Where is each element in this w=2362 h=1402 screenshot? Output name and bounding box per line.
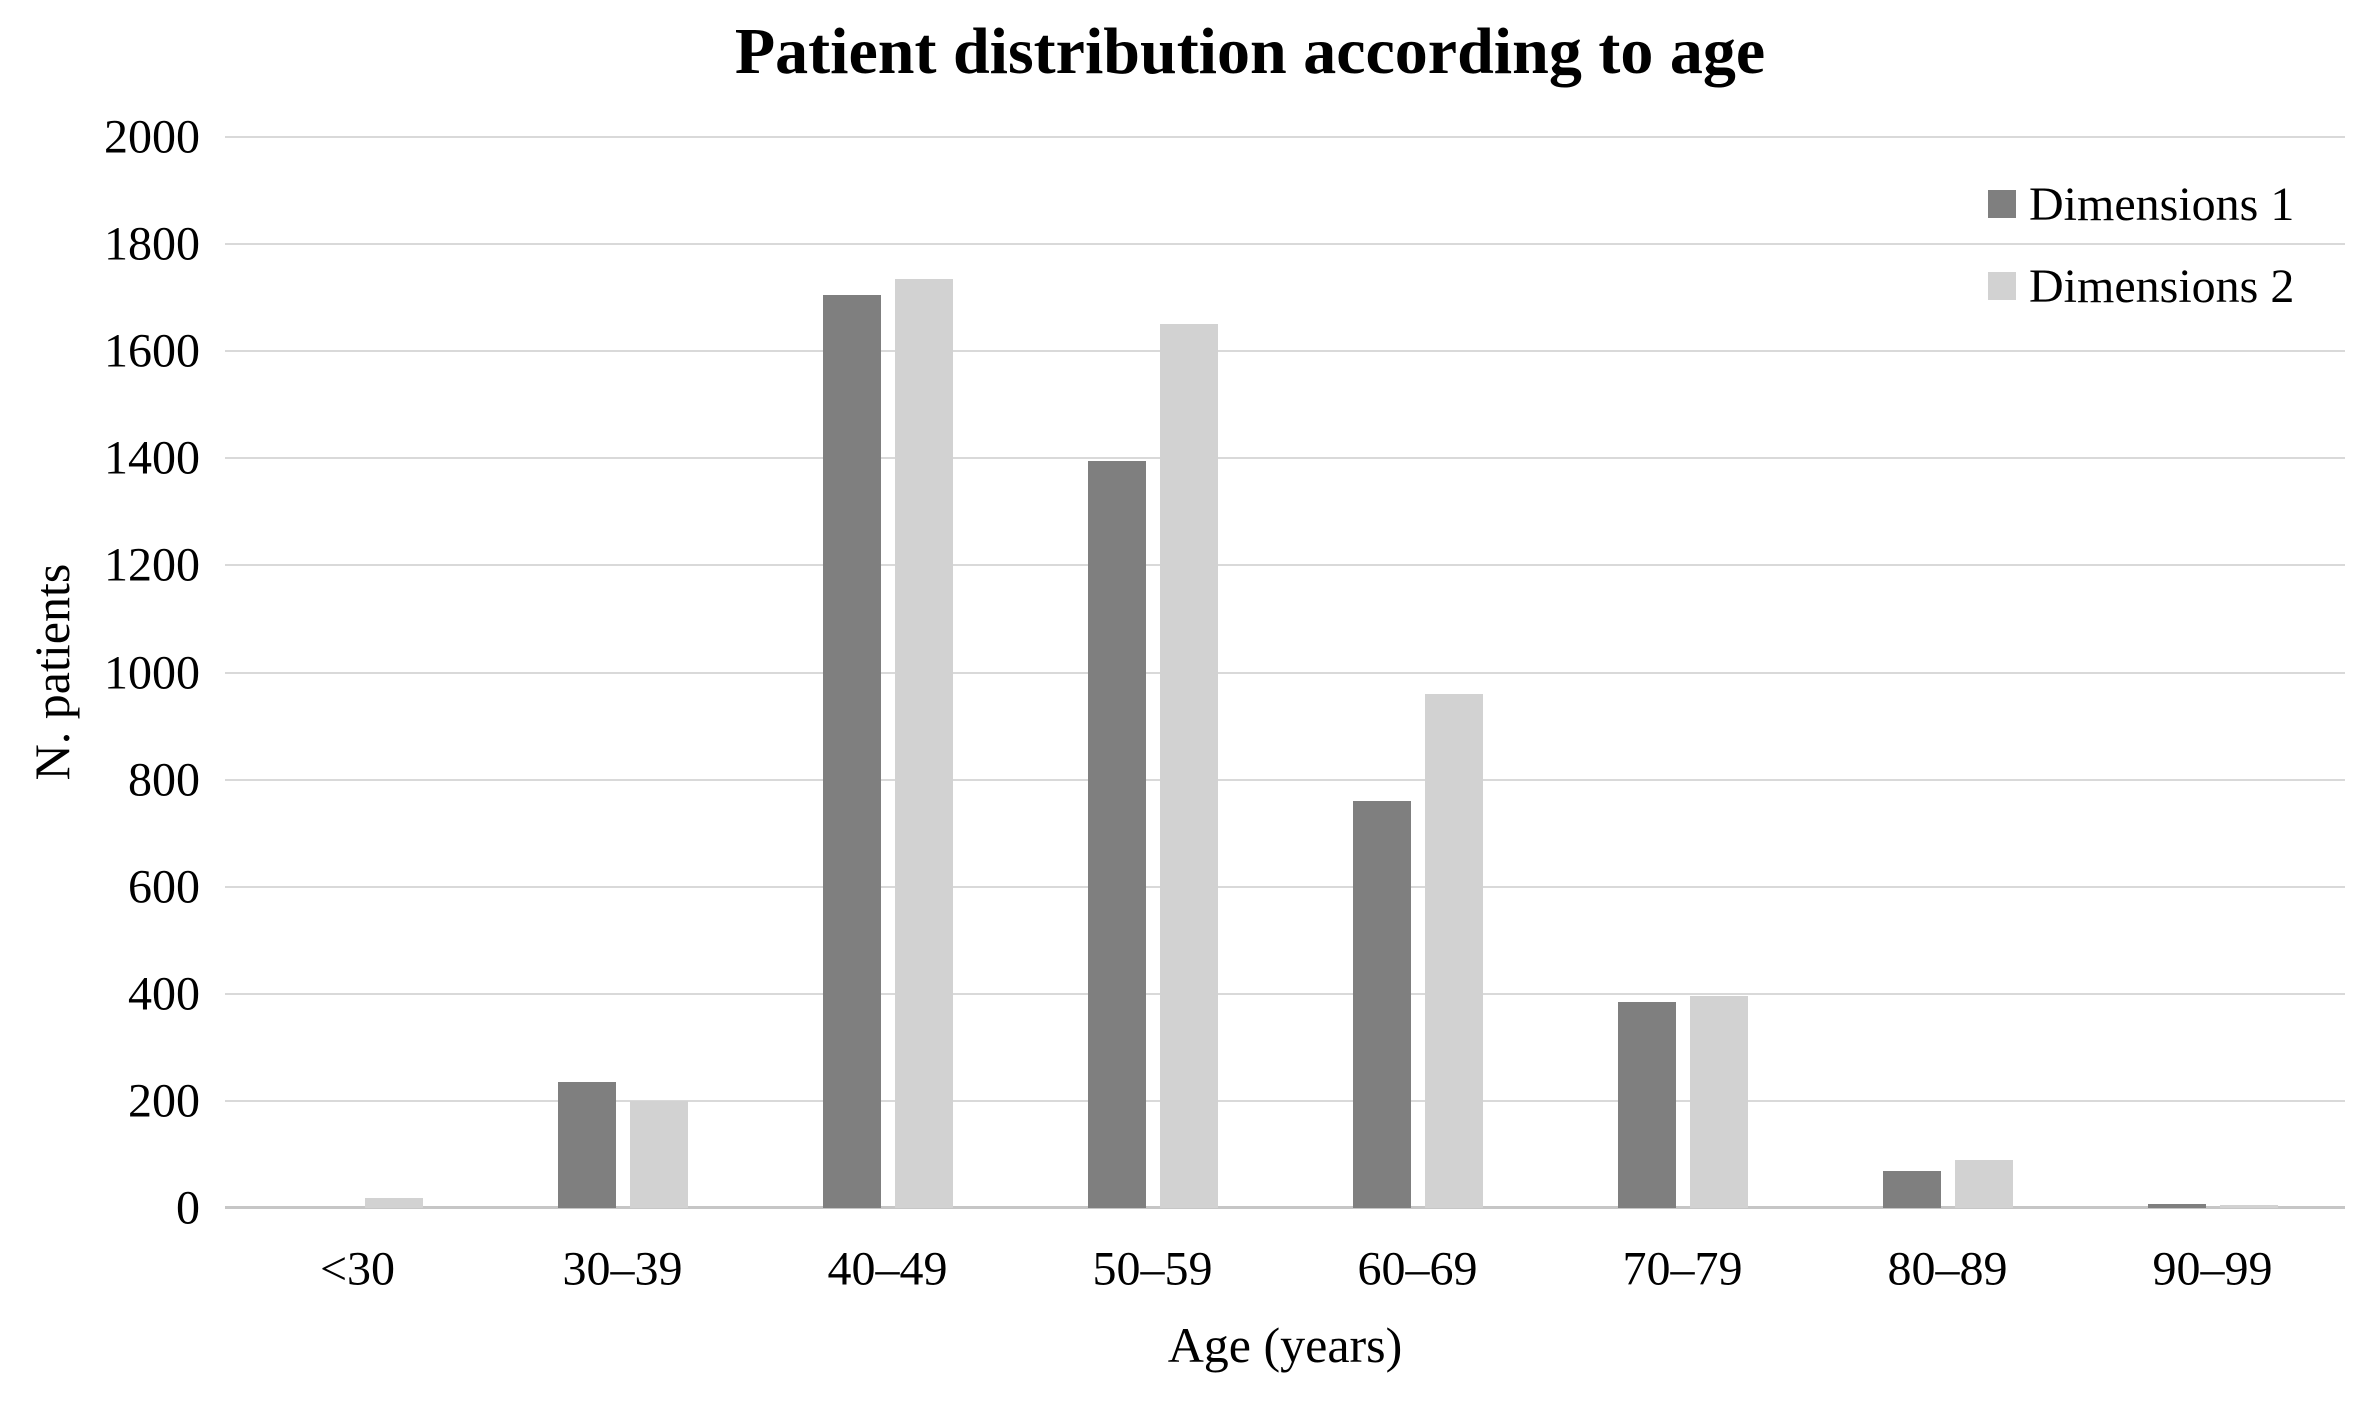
- x-tick-label-30: <30: [319, 1242, 396, 1296]
- y-tick-label-0: 0: [176, 1181, 200, 1235]
- bar-dimensions-1-90-99: [2147, 1203, 2206, 1208]
- legend-item-dimensions-2: Dimensions 2: [1988, 258, 2294, 314]
- legend: Dimensions 1 Dimensions 2: [1988, 176, 2294, 314]
- y-tick-label-1600: 1600: [104, 324, 200, 378]
- gridline-2000: [225, 136, 2345, 138]
- bar-dimensions-2-40-49: [894, 278, 953, 1208]
- gridline-1200: [225, 564, 2345, 567]
- bar-dimensions-2-60-69: [1424, 693, 1483, 1208]
- x-axis-line: [225, 1206, 2345, 1209]
- bar-dimensions-2-30: [364, 1198, 423, 1208]
- y-tick-label-2000: 2000: [104, 110, 200, 164]
- y-tick-label-1200: 1200: [104, 538, 200, 592]
- legend-label-dimensions-2: Dimensions 2: [2029, 259, 2295, 313]
- gridline-200: [225, 1099, 2345, 1102]
- gridline-600: [225, 885, 2345, 888]
- gridline-800: [225, 778, 2345, 781]
- x-tick-label-70-79: 70–79: [1622, 1242, 1743, 1296]
- y-tick-label-1000: 1000: [104, 646, 200, 699]
- gridline-1600: [225, 350, 2345, 353]
- y-tick-label-800: 800: [128, 753, 200, 807]
- x-tick-label-90-99: 90–99: [2152, 1242, 2273, 1296]
- x-tick-label-30-39: 30–39: [562, 1242, 683, 1296]
- x-axis-title: Age (years): [1167, 1317, 1403, 1373]
- y-tick-label-1400: 1400: [104, 431, 200, 485]
- gridline-1800: [225, 243, 2345, 246]
- bar-dimensions-2-80-89: [1954, 1159, 2013, 1208]
- legend-marker-dimensions-2: [1988, 272, 2016, 300]
- bar-dimensions-2-50-59: [1159, 324, 1218, 1208]
- legend-item-dimensions-1: Dimensions 1: [1988, 176, 2294, 232]
- bar-dimensions-1-70-79: [1617, 1001, 1676, 1208]
- x-tick-label-40-49: 40–49: [827, 1242, 948, 1296]
- y-tick-label-600: 600: [128, 860, 200, 914]
- y-tick-label-1800: 1800: [104, 217, 200, 271]
- x-tick-label-80-89: 80–89: [1887, 1242, 2008, 1296]
- bar-dimensions-1-50-59: [1087, 460, 1146, 1208]
- y-tick-label-400: 400: [128, 967, 200, 1021]
- bar-dimensions-1-30-39: [557, 1082, 616, 1208]
- x-tick-label-60-69: 60–69: [1357, 1242, 1478, 1296]
- bar-dimensions-2-90-99: [2219, 1205, 2278, 1208]
- y-tick-label-200: 200: [128, 1074, 200, 1128]
- bar-dimensions-1-60-69: [1352, 801, 1411, 1208]
- bar-dimensions-1-40-49: [822, 294, 881, 1208]
- gridline-1400: [225, 457, 2345, 460]
- gridline-400: [225, 992, 2345, 995]
- bar-dimensions-1-80-89: [1882, 1170, 1941, 1208]
- chart-title: Patient distribution according to age: [734, 15, 1766, 88]
- gridline-1000: [225, 671, 2345, 674]
- bar-dimensions-2-30-39: [629, 1100, 688, 1208]
- plot-area: [225, 136, 2345, 1209]
- legend-label-dimensions-1: Dimensions 1: [2029, 177, 2295, 231]
- bar-dimensions-2-70-79: [1689, 996, 1748, 1208]
- x-tick-label-50-59: 50–59: [1092, 1242, 1213, 1296]
- legend-marker-dimensions-1: [1988, 190, 2016, 218]
